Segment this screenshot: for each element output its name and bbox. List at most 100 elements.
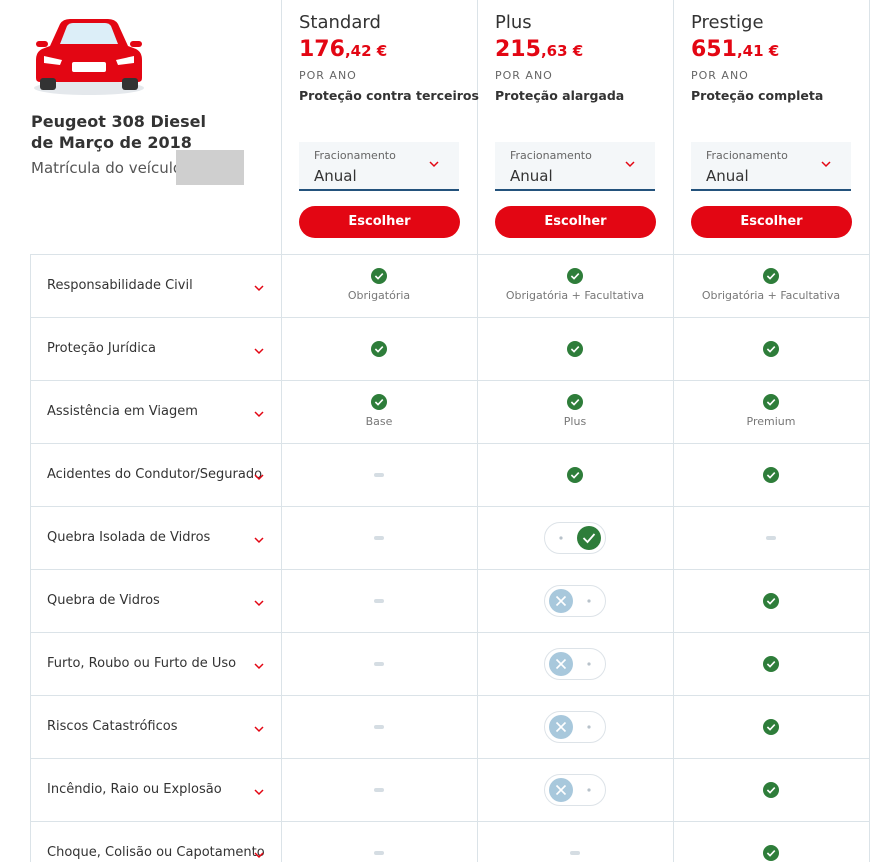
included-check [371,341,387,357]
included-check [371,268,387,284]
choose-button[interactable]: Escolher [299,206,460,238]
coverage-label: Choque, Colisão ou Capotamento [47,845,265,860]
not-included-dash [374,851,384,855]
option-toggle[interactable] [544,648,606,680]
row-divider [30,632,869,633]
price-integer: 651 [691,37,737,62]
column-divider [281,0,282,862]
plan-coverage: Proteção contra terceiros [299,88,479,103]
vehicle-model: Peugeot 308 Diesel [31,112,206,131]
toggle-off [549,652,591,676]
car-icon [34,19,144,95]
toggle-on [559,526,601,550]
choose-button[interactable]: Escolher [691,206,852,238]
row-expand-chevron[interactable] [254,726,264,733]
column-divider [673,0,674,862]
redacted-plate [176,150,244,185]
option-toggle[interactable] [544,522,606,554]
row-expand-chevron[interactable] [254,348,264,355]
row-expand-chevron[interactable] [254,411,264,418]
included-check [567,394,583,410]
plan-period: POR ANO [299,69,357,82]
option-toggle[interactable] [544,585,606,617]
row-expand-chevron[interactable] [254,600,264,607]
select-value: Anual [314,167,357,185]
plan-name: Plus [495,12,532,33]
payment-select[interactable]: Fracionamento Anual [495,142,655,191]
column-divider [477,0,478,862]
plan-price: 651,41 € [691,37,779,62]
included-check [567,467,583,483]
plan-coverage: Proteção alargada [495,88,625,103]
payment-select[interactable]: Fracionamento Anual [299,142,459,191]
included-check [763,341,779,357]
coverage-note: Obrigatória + Facultativa [505,289,645,302]
select-value: Anual [510,167,553,185]
not-included-dash [374,725,384,729]
coverage-note: Obrigatória [347,289,411,302]
toggle-off [549,778,591,802]
coverage-label: Proteção Jurídica [47,341,156,356]
price-integer: 215 [495,37,541,62]
toggle-off [549,589,591,613]
row-divider [30,506,869,507]
included-check [763,656,779,672]
row-divider [30,443,869,444]
row-divider [30,317,869,318]
coverage-label: Assistência em Viagem [47,404,198,419]
not-included-dash [766,536,776,540]
plan-price: 176,42 € [299,37,387,62]
coverage-note: Base [365,415,393,428]
payment-select[interactable]: Fracionamento Anual [691,142,851,191]
coverage-label: Responsabilidade Civil [47,278,193,293]
row-expand-chevron[interactable] [254,789,264,796]
vehicle-title: Peugeot 308 Diesel de Março de 2018 [31,111,206,153]
plan-price: 215,63 € [495,37,583,62]
coverage-label: Riscos Catastróficos [47,719,178,734]
included-check [763,394,779,410]
coverage-label: Quebra de Vidros [47,593,160,608]
row-expand-chevron[interactable] [254,663,264,670]
select-value: Anual [706,167,749,185]
row-expand-chevron[interactable] [254,852,264,859]
row-expand-chevron[interactable] [254,285,264,292]
plan-coverage: Proteção completa [691,88,824,103]
price-integer: 176 [299,37,345,62]
not-included-dash [374,536,384,540]
included-check [763,782,779,798]
not-included-dash [374,788,384,792]
plan-name: Standard [299,12,381,33]
row-divider [30,380,869,381]
row-expand-chevron[interactable] [254,474,264,481]
plate-label: Matrícula do veículo: [31,159,188,177]
option-toggle[interactable] [544,711,606,743]
select-chevron [821,161,831,168]
toggle-off [549,715,591,739]
select-label: Fracionamento [706,149,788,162]
option-toggle[interactable] [544,774,606,806]
table-left-border [30,254,31,862]
included-check [763,719,779,735]
choose-button[interactable]: Escolher [495,206,656,238]
not-included-dash [374,473,384,477]
row-expand-chevron[interactable] [254,537,264,544]
plan-period: POR ANO [495,69,553,82]
coverage-label: Acidentes do Condutor/Segurado [47,467,263,482]
select-chevron [429,161,439,168]
coverage-label: Incêndio, Raio ou Explosão [47,782,222,797]
included-check [567,341,583,357]
price-decimals: ,42 € [344,42,388,60]
not-included-dash [374,599,384,603]
row-divider [30,758,869,759]
price-decimals: ,63 € [540,42,584,60]
plan-period: POR ANO [691,69,749,82]
included-check [763,268,779,284]
included-check [763,845,779,861]
included-check [763,593,779,609]
not-included-dash [374,662,384,666]
column-divider [869,0,870,862]
coverage-note: Premium [746,415,796,428]
select-label: Fracionamento [314,149,396,162]
included-check [567,268,583,284]
